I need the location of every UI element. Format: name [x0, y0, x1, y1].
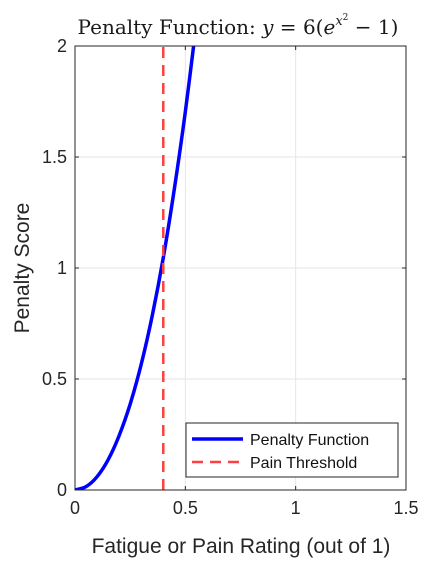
x-tick-label: 0	[70, 498, 80, 518]
title-eq-sign: =	[273, 15, 302, 39]
x-tick-label: 1	[291, 498, 301, 518]
y-tick-label: 2	[57, 36, 67, 56]
plot-series	[75, 46, 196, 490]
x-tick-label: 0.5	[173, 498, 198, 518]
chart-title: Penalty Function: y = 6(ex2 − 1)	[78, 13, 399, 39]
y-tick-label: 1.5	[42, 147, 67, 167]
title-eq-close: )	[391, 15, 399, 39]
y-tick-label: 0.5	[42, 369, 67, 389]
title-eq-lhs: y	[261, 15, 274, 39]
x-tick-label: 1.5	[393, 498, 418, 518]
title-eq-base: e	[323, 15, 335, 39]
legend-label-pain-threshold: Pain Threshold	[250, 455, 357, 472]
legend: Penalty Function Pain Threshold	[185, 422, 399, 478]
title-eq-coef: 6	[303, 15, 316, 39]
title-eq-exp-var: x	[335, 14, 343, 29]
x-axis-label: Fatigue or Pain Rating (out of 1)	[92, 535, 391, 558]
legend-label-penalty-function: Penalty Function	[250, 432, 369, 449]
series-line-penalty-function	[75, 46, 196, 490]
y-axis-label: Penalty Score	[11, 203, 34, 334]
ticks: 0 0.5 1 1.5 0 0.5 1 1.5 2	[42, 36, 419, 518]
title-eq-minus: −	[348, 15, 377, 39]
title-eq-open: (	[316, 15, 324, 39]
y-tick-label: 0	[57, 480, 67, 500]
title-eq-one: 1	[378, 15, 391, 39]
title-eq-exp-power: 2	[343, 13, 349, 23]
title-prefix: Penalty Function:	[78, 15, 263, 39]
grid	[75, 46, 406, 490]
legend-box	[185, 422, 399, 478]
y-tick-label: 1	[57, 258, 67, 278]
